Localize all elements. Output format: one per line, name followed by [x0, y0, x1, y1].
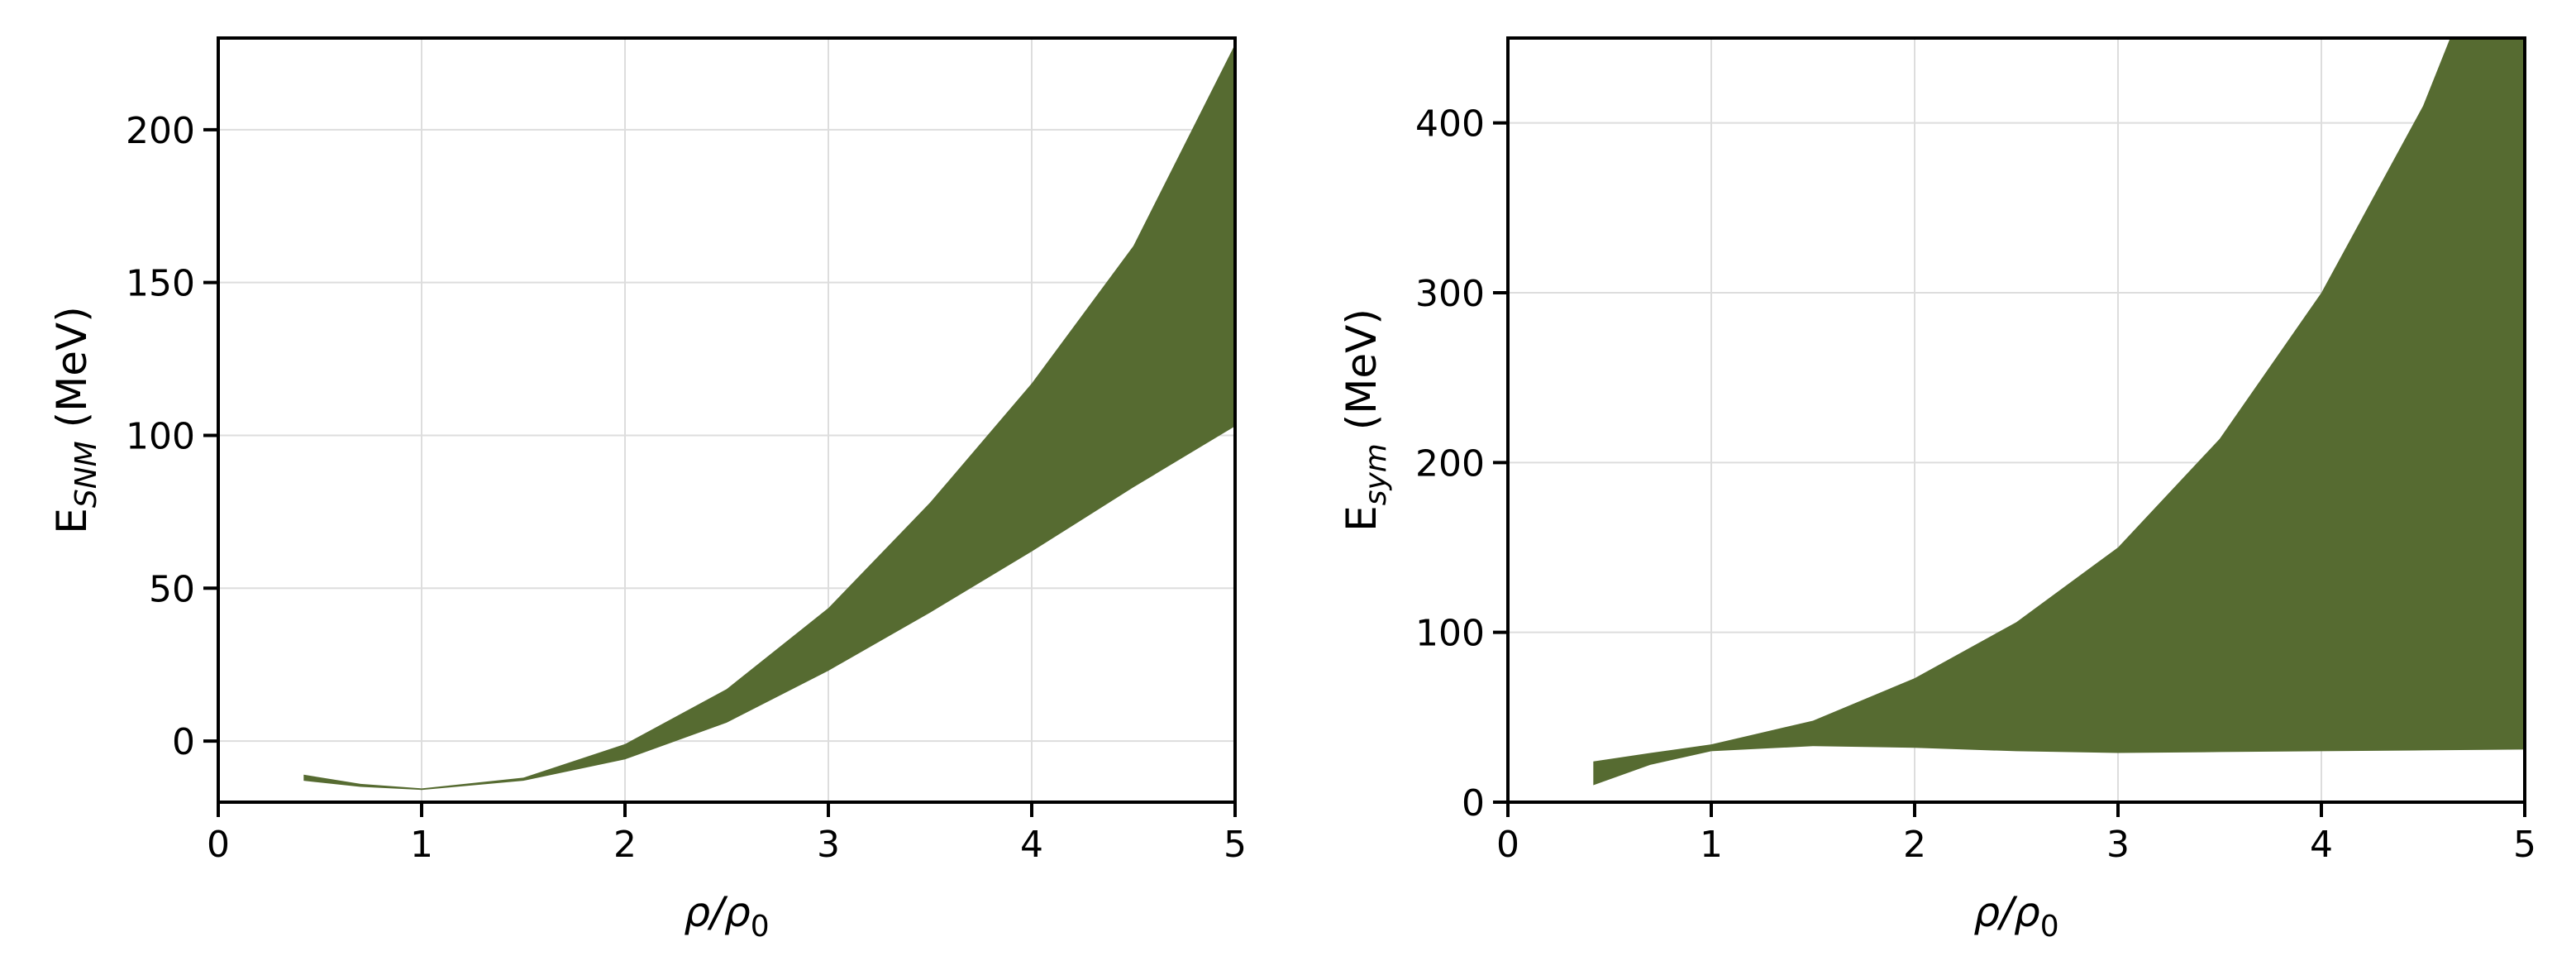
- y-tick-label: 0: [172, 721, 195, 763]
- y-tick-label: 400: [1415, 103, 1485, 146]
- x-tick-label: 5: [1224, 824, 1247, 866]
- y-label-sub: sym: [1359, 443, 1393, 505]
- x-tick-label: 2: [613, 824, 637, 866]
- plot-frame: [1506, 36, 2526, 804]
- plot-frame: [217, 36, 1237, 804]
- x-tick-label: 4: [1020, 824, 1043, 866]
- y-axis-label: Esym (MeV): [1338, 308, 1393, 532]
- x-label-sub: 0: [2040, 910, 2059, 944]
- x-tick-label: 1: [410, 824, 433, 866]
- y-tick-label: 100: [1415, 613, 1485, 655]
- x-label-main: ρ/ρ: [1973, 888, 2040, 936]
- x-tick-label: 2: [1903, 824, 1926, 866]
- x-tick-label: 4: [2310, 824, 2333, 866]
- y-label-unit: (MeV): [48, 306, 96, 441]
- x-tick-label: 1: [1700, 824, 1723, 866]
- y-tick-label: 100: [126, 415, 195, 457]
- y-tick-label: 50: [149, 568, 195, 610]
- x-tick-label: 3: [817, 824, 840, 866]
- y-axis-label: ESNM (MeV): [48, 306, 103, 533]
- y-label-main: E: [1338, 505, 1386, 532]
- x-tick-label: 3: [2106, 824, 2130, 866]
- band-area: [1593, 38, 2525, 786]
- x-tick-label: 5: [2513, 824, 2536, 866]
- x-tick-label: 0: [207, 824, 230, 866]
- y-label-main: E: [48, 508, 96, 534]
- y-tick-label: 200: [1415, 442, 1485, 485]
- y-tick-label: 200: [126, 110, 195, 152]
- x-label-main: ρ/ρ: [684, 888, 751, 936]
- y-tick-label: 0: [1462, 782, 1485, 824]
- y-tick-label: 300: [1415, 273, 1485, 315]
- y-label-unit: (MeV): [1338, 308, 1386, 443]
- x-tick-label: 0: [1496, 824, 1519, 866]
- y-tick-label: 150: [126, 263, 195, 305]
- band-area: [303, 44, 1235, 791]
- x-axis-label: ρ/ρ0: [1973, 888, 2058, 944]
- x-label-sub: 0: [751, 910, 770, 944]
- y-label-sub: SNM: [69, 441, 103, 508]
- x-axis-label: ρ/ρ0: [684, 888, 769, 944]
